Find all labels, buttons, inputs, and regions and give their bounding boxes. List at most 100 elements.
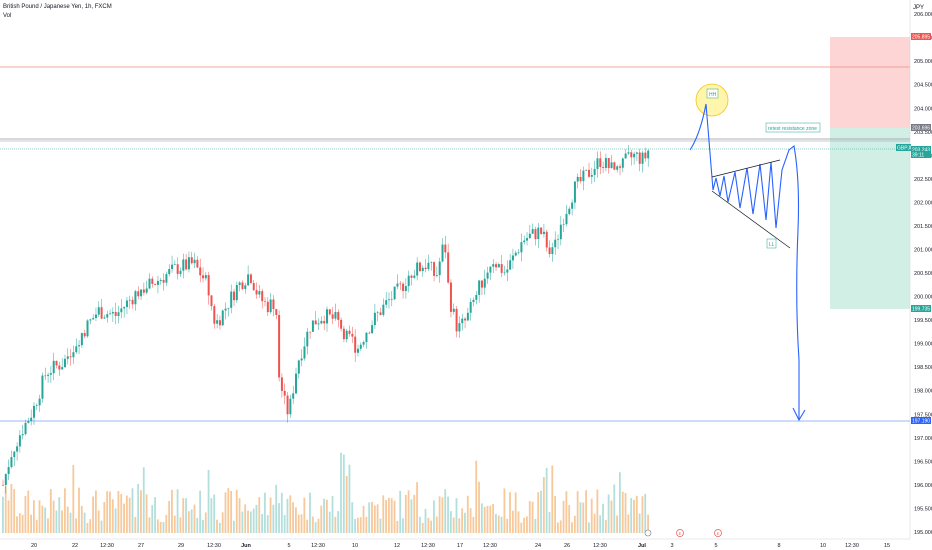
chart-legend[interactable]: British Pound / Japanese Yen, 1h, FXCM V… — [3, 3, 112, 21]
candle — [517, 249, 520, 255]
volume-bar — [382, 495, 385, 533]
volume-bar — [492, 503, 495, 533]
symbol-title[interactable]: British Pound / Japanese Yen, 1h, FXCM — [3, 4, 112, 10]
candle — [286, 391, 289, 423]
volume-bar — [173, 515, 176, 533]
volume-bar — [21, 514, 24, 533]
candle — [387, 292, 390, 309]
candle — [396, 274, 399, 290]
volume-bar — [120, 493, 123, 533]
volume-label[interactable]: Vol — [3, 13, 12, 19]
price-tick: 202.500 — [914, 177, 932, 183]
time-tick: 12 — [394, 543, 400, 549]
timeline-marker[interactable] — [644, 529, 652, 537]
volume-bar — [517, 511, 520, 533]
volume-bar — [635, 495, 638, 533]
candle — [610, 154, 613, 169]
candle — [514, 250, 517, 257]
candle — [297, 359, 300, 379]
price-axis[interactable]: 206.000205.500205.000204.500204.000203.5… — [909, 0, 932, 539]
volume-bar — [61, 510, 63, 533]
candle — [424, 258, 427, 273]
volume-bar — [331, 496, 334, 533]
volume-bar — [92, 496, 94, 533]
candle — [503, 265, 506, 276]
time-tick: 20 — [31, 543, 37, 549]
candle — [171, 255, 174, 273]
volume-bar — [461, 508, 464, 533]
volume-bar — [359, 517, 362, 533]
triangle-lower-line[interactable] — [711, 190, 791, 249]
candle — [438, 257, 441, 283]
candle — [627, 145, 630, 155]
candle — [554, 231, 557, 255]
volume-bar — [647, 514, 649, 533]
volume-bar — [427, 517, 430, 533]
volume-bar — [266, 515, 269, 533]
volume-bar — [314, 522, 317, 533]
candle — [230, 284, 233, 314]
candle — [137, 286, 140, 300]
candle — [573, 181, 576, 209]
volume-bar — [213, 494, 216, 533]
candle — [520, 233, 523, 262]
price-tick: 205.000 — [914, 59, 932, 65]
stop-zone[interactable] — [830, 128, 910, 309]
candle — [342, 325, 345, 343]
volume-bar — [218, 522, 221, 533]
volume-bar — [264, 492, 266, 533]
candle — [58, 361, 61, 376]
volume-bar — [588, 522, 590, 533]
time-axis[interactable]: 20 22 12:30 27 29 12:30 Jun 5 12:30 10 12 12:30 17 12… — [31, 543, 890, 549]
candle — [326, 306, 328, 332]
volume-bar — [500, 516, 503, 533]
candle — [427, 254, 430, 272]
target-zone[interactable] — [830, 37, 910, 128]
candle — [359, 342, 362, 352]
hh-highlight-circle[interactable] — [695, 83, 729, 117]
volume-bar — [624, 493, 627, 533]
volume-bar — [545, 467, 548, 533]
candle — [362, 340, 365, 348]
volume-bar — [469, 508, 472, 533]
candle — [55, 360, 58, 369]
volume-bar — [348, 464, 351, 533]
volume-bar — [596, 489, 599, 533]
volume-bar — [342, 454, 345, 533]
volume-bar — [633, 499, 635, 533]
candle — [331, 307, 334, 325]
candle — [80, 332, 83, 348]
event-marker[interactable]: E — [676, 529, 684, 537]
svg-text:39:11: 39:11 — [912, 153, 924, 159]
candle — [441, 238, 444, 263]
volume-bar — [326, 499, 328, 533]
volume-bar — [156, 519, 159, 533]
candle — [168, 264, 171, 277]
candle — [140, 289, 143, 300]
volume-bar — [593, 513, 596, 533]
volume-bar — [393, 500, 396, 533]
candle — [66, 348, 69, 365]
volume-bar — [630, 498, 633, 533]
candle — [489, 266, 492, 280]
candle — [165, 271, 168, 286]
candle — [413, 269, 416, 279]
candle — [354, 329, 357, 363]
resistance-label: retest resistance zone — [768, 126, 817, 132]
volume-bar — [176, 489, 179, 533]
candle — [173, 260, 176, 266]
event-marker[interactable]: E — [714, 529, 722, 537]
volume-bar — [272, 504, 275, 533]
triangle-upper-line[interactable] — [711, 159, 781, 178]
volume-bar — [627, 514, 630, 533]
volume-bar — [300, 514, 303, 533]
volume-bar — [185, 498, 187, 533]
candle — [404, 278, 407, 299]
volume-bar — [69, 512, 72, 533]
candle — [193, 252, 196, 269]
candle — [500, 255, 503, 278]
projection-path[interactable] — [689, 103, 800, 420]
volume-bar — [80, 505, 83, 533]
